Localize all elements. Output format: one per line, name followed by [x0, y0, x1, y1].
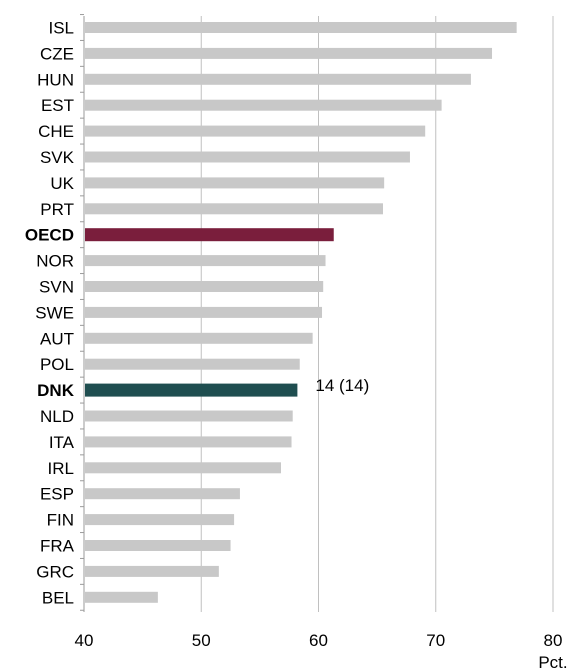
bar-prt [85, 203, 383, 215]
category-label-uk: UK [50, 174, 74, 193]
category-label-oecd: OECD [25, 226, 74, 245]
category-label-aut: AUT [40, 329, 74, 348]
x-tick-label-50: 50 [192, 631, 211, 650]
bar-fra [85, 540, 231, 551]
bars [85, 22, 517, 603]
category-label-swe: SWE [35, 303, 74, 322]
bar-dnk [85, 383, 298, 397]
category-label-bel: BEL [42, 588, 74, 607]
x-tick-labels: 40 50 60 70 80 [75, 631, 563, 650]
bar-grc [85, 565, 219, 577]
category-label-cze: CZE [40, 44, 74, 63]
bar-swe [85, 306, 323, 318]
category-label-fra: FRA [40, 537, 75, 556]
category-label-dnk: DNK [37, 381, 75, 400]
category-label-isl: ISL [48, 19, 74, 38]
category-label-ita: ITA [49, 433, 75, 452]
bar-isl [85, 22, 517, 33]
category-label-hun: HUN [37, 70, 74, 89]
bar-svk [85, 151, 410, 163]
bar-uk [85, 177, 385, 189]
bar-aut [85, 332, 313, 344]
category-labels: ISL CZE HUN EST CHE SVK UK PRT OECD NOR SVN SWE AUT P… [25, 19, 75, 608]
bar-che [85, 125, 426, 137]
bar-fin [85, 514, 235, 526]
category-label-esp: ESP [40, 485, 74, 504]
category-label-fin: FIN [47, 511, 74, 530]
x-unit-label: Pct. [538, 653, 567, 672]
category-label-che: CHE [38, 122, 74, 141]
bar-pol [85, 358, 300, 370]
annotation-dnk: 14 (14) [315, 376, 369, 395]
bar-cze [85, 47, 493, 59]
category-label-svn: SVN [39, 278, 74, 297]
annotations: 14 (14) [315, 376, 369, 395]
bar-est [85, 99, 442, 111]
bar-svn [85, 281, 324, 292]
bar-ita [85, 436, 292, 448]
category-label-est: EST [41, 96, 74, 115]
category-label-pol: POL [40, 355, 74, 374]
category-label-irl: IRL [48, 459, 74, 478]
category-label-grc: GRC [36, 562, 74, 581]
bar-nld [85, 410, 293, 422]
x-tick-label-70: 70 [426, 631, 445, 650]
bar-irl [85, 462, 281, 474]
bar-esp [85, 488, 240, 500]
bar-oecd [85, 228, 334, 242]
category-label-nld: NLD [40, 407, 74, 426]
x-tick-label-60: 60 [309, 631, 328, 650]
category-label-prt: PRT [40, 200, 74, 219]
bar-nor [85, 255, 326, 267]
category-label-svk: SVK [40, 148, 75, 167]
bar-hun [85, 73, 471, 85]
bar-bel [85, 591, 158, 603]
category-label-nor: NOR [36, 252, 74, 271]
x-tick-label-40: 40 [75, 631, 94, 650]
x-tick-label-80: 80 [544, 631, 563, 650]
